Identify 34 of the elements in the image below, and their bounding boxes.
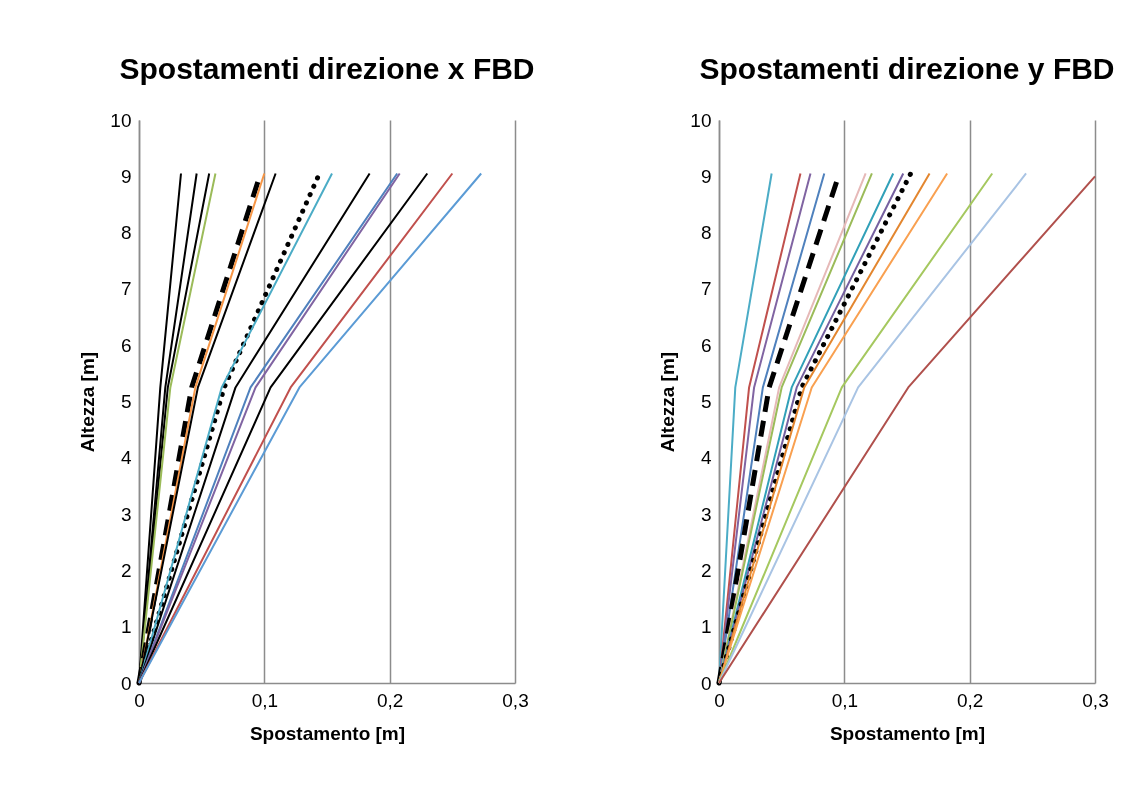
x-tick-label: 0,3 — [502, 689, 529, 711]
x-tick-label: 0,1 — [251, 689, 279, 711]
y-tick-label: 8 — [700, 222, 712, 244]
y-tick-label: 8 — [120, 222, 132, 244]
y-tick-label: 9 — [120, 165, 132, 187]
x-tick-label: 0,3 — [1082, 689, 1109, 711]
y-tick-label: 6 — [120, 334, 132, 356]
y-tick-label: 4 — [700, 447, 712, 469]
y-tick-label: 7 — [120, 278, 132, 300]
x-tick-label: 0,2 — [376, 689, 404, 711]
chart-title: Spostamenti direzione x FBD — [119, 52, 535, 85]
y-tick-label: 7 — [700, 278, 712, 300]
y-tick-label: 4 — [120, 447, 132, 469]
chart-title: Spostamenti direzione y FBD — [699, 52, 1115, 85]
y-tick-label: 1 — [120, 616, 132, 638]
y-tick-label: 10 — [110, 109, 132, 131]
y-tick-label: 0 — [120, 672, 132, 694]
x-axis-title: Spostamento [m] — [829, 722, 986, 744]
x-tick-label: 0,2 — [956, 689, 984, 711]
y-tick-label: 6 — [700, 334, 712, 356]
y-tick-label: 3 — [700, 503, 712, 525]
y-axis-title: Altezza [m] — [77, 351, 99, 453]
y-tick-label: 5 — [700, 391, 712, 412]
y-tick-label: 2 — [700, 559, 712, 581]
y-tick-label: 3 — [120, 503, 132, 525]
y-tick-label: 9 — [700, 165, 712, 187]
y-tick-label: 10 — [690, 109, 712, 131]
y-tick-label: 0 — [700, 672, 712, 694]
y-axis-title: Altezza [m] — [657, 351, 679, 453]
x-tick-label: 0,1 — [831, 689, 859, 711]
y-tick-label: 2 — [120, 559, 132, 581]
x-axis-title: Spostamento [m] — [249, 722, 406, 744]
y-tick-label: 1 — [700, 616, 712, 638]
y-tick-label: 5 — [120, 391, 132, 412]
